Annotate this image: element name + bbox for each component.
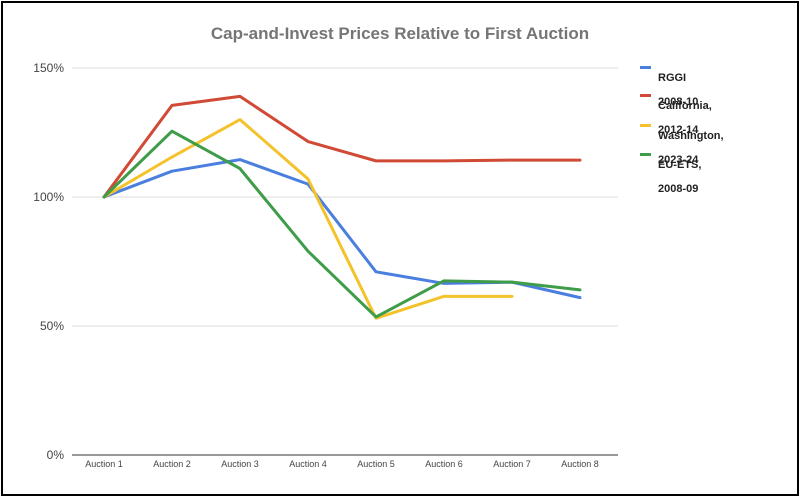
x-tick-label-3: Auction 3 bbox=[221, 459, 259, 469]
y-tick-label-50: 50% bbox=[40, 319, 64, 333]
legend-label-washington-line1: Washington, bbox=[658, 130, 724, 142]
y-tick-label-0: 0% bbox=[47, 448, 65, 462]
x-tick-label-1: Auction 1 bbox=[85, 459, 123, 469]
y-tick-label-100: 100% bbox=[33, 190, 64, 204]
chart-title: Cap-and-Invest Prices Relative to First … bbox=[210, 24, 590, 43]
legend-label-rggi-line2: 2008-10 bbox=[658, 96, 699, 108]
legend-label-california-line1: California, bbox=[658, 100, 712, 112]
legend-label-eu-ets-line1: EU-ETS, bbox=[658, 159, 702, 171]
x-tick-label-6: Auction 6 bbox=[425, 459, 463, 469]
legend-swatch-rggi bbox=[640, 66, 651, 69]
legend-label-washington-line2: 2023-24 bbox=[658, 154, 699, 166]
x-tick-label-8: Auction 8 bbox=[561, 459, 599, 469]
y-tick-label-150: 150% bbox=[33, 61, 64, 75]
series-line-2 bbox=[102, 118, 514, 320]
x-tick-label-5: Auction 5 bbox=[357, 459, 395, 469]
legend-label-rggi-line1: RGGI bbox=[658, 72, 687, 84]
series-line-1 bbox=[102, 94, 582, 199]
x-tick-label-4: Auction 4 bbox=[289, 459, 327, 469]
x-tick-label-7: Auction 7 bbox=[493, 459, 531, 469]
series-line-0 bbox=[102, 158, 582, 300]
x-tick-label-2: Auction 2 bbox=[153, 459, 191, 469]
legend-swatch-california bbox=[640, 94, 651, 97]
series-line-3 bbox=[102, 129, 582, 319]
legend-swatch-eu-ets bbox=[640, 153, 651, 156]
legend-label-eu-ets-line2: 2008-09 bbox=[658, 183, 699, 195]
legend-label-california-line2: 2012-14 bbox=[658, 124, 699, 136]
legend-swatch-washington bbox=[640, 124, 651, 127]
